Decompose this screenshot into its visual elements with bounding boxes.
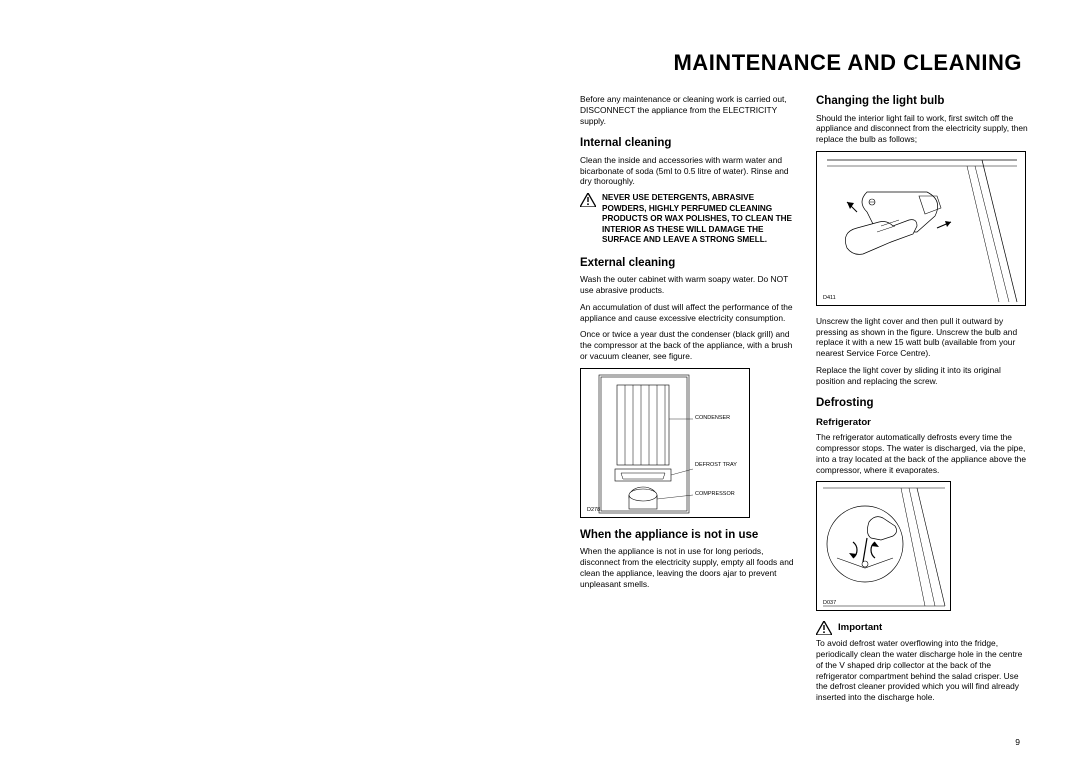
important-text: To avoid defrost water overflowing into … xyxy=(816,638,1030,703)
external-p1: Wash the outer cabinet with warm soapy w… xyxy=(580,274,794,296)
figure-condenser: CONDENSER DEFROST TRAY COMPRESSOR D278 xyxy=(580,368,750,518)
warning-icon xyxy=(816,621,832,635)
bulb-p2: Unscrew the light cover and then pull it… xyxy=(816,316,1030,359)
label-fig-code-left: D278 xyxy=(587,507,600,514)
bulb-p3: Replace the light cover by sliding it in… xyxy=(816,365,1030,387)
warning-icon xyxy=(580,193,596,207)
page-title: MAINTENANCE AND CLEANING xyxy=(50,50,1030,76)
figure-light-bulb: D411 xyxy=(816,151,1026,306)
heading-changing-bulb: Changing the light bulb xyxy=(816,94,1030,109)
not-in-use-text: When the appliance is not in use for lon… xyxy=(580,546,794,589)
label-fig-code-bulb: D411 xyxy=(823,295,836,302)
label-defrost-tray: DEFROST TRAY xyxy=(695,463,737,469)
important-label: Important xyxy=(838,622,882,634)
heading-external-cleaning: External cleaning xyxy=(580,256,794,271)
refrigerator-text: The refrigerator automatically defrosts … xyxy=(816,432,1030,475)
heading-internal-cleaning: Internal cleaning xyxy=(580,136,794,151)
label-compressor: COMPRESSOR xyxy=(695,491,735,498)
label-fig-code-defrost: D037 xyxy=(823,600,836,607)
right-column: Changing the light bulb Should the inter… xyxy=(816,94,1030,709)
label-condenser: CONDENSER xyxy=(695,415,730,422)
external-p3: Once or twice a year dust the condenser … xyxy=(580,329,794,361)
important-heading: Important xyxy=(816,621,1030,635)
left-column: Before any maintenance or cleaning work … xyxy=(580,94,794,709)
internal-warning: NEVER USE DETERGENTS, ABRASIVE POWDERS, … xyxy=(580,193,794,246)
bulb-p1: Should the interior light fail to work, … xyxy=(816,113,1030,145)
figure-defrost: D037 xyxy=(816,481,951,611)
internal-cleaning-text: Clean the inside and accessories with wa… xyxy=(580,155,794,187)
subheading-refrigerator: Refrigerator xyxy=(816,417,1030,429)
heading-not-in-use: When the appliance is not in use xyxy=(580,528,794,543)
intro-text: Before any maintenance or cleaning work … xyxy=(580,94,794,126)
page-number: 9 xyxy=(1015,737,1020,747)
internal-warning-text: NEVER USE DETERGENTS, ABRASIVE POWDERS, … xyxy=(602,193,794,246)
heading-defrosting: Defrosting xyxy=(816,396,1030,411)
external-p2: An accumulation of dust will affect the … xyxy=(580,302,794,324)
